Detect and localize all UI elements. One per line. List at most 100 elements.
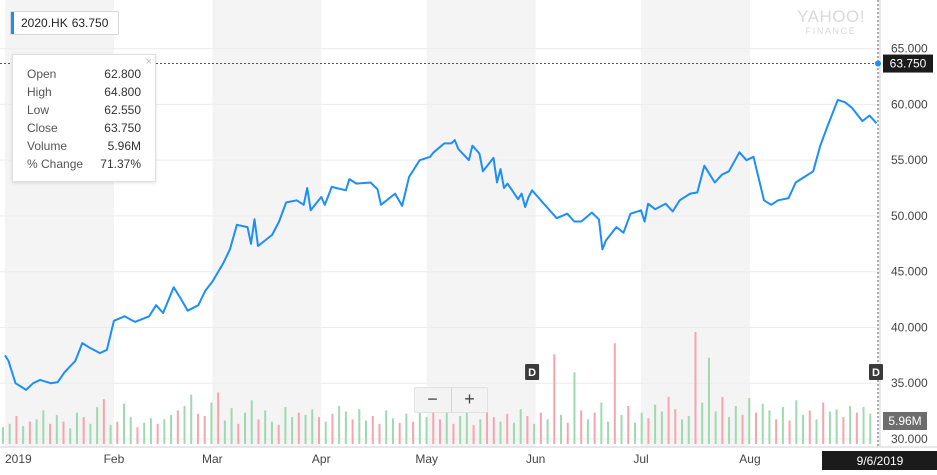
volume-bar	[641, 413, 643, 444]
zoom-control: − +	[414, 387, 488, 413]
volume-bar	[513, 423, 515, 444]
ohlc-value: 62.800	[104, 65, 141, 83]
volume-bar	[587, 419, 589, 444]
volume-bar	[116, 422, 118, 444]
volume-bar	[305, 415, 307, 444]
volume-bar	[674, 409, 676, 444]
volume-bar	[473, 425, 475, 444]
volume-bar	[668, 397, 670, 444]
x-tick-label: May	[415, 452, 438, 466]
volume-bar	[594, 413, 596, 444]
volume-bar	[284, 407, 286, 444]
volume-bar	[96, 407, 98, 444]
crosshair-date-label: 9/6/2019	[857, 454, 904, 468]
volume-bar	[271, 422, 273, 444]
volume-bar	[204, 416, 206, 444]
volume-bar	[735, 406, 737, 444]
y-tick-label: 45.000	[891, 265, 928, 279]
volume-bar	[89, 424, 91, 444]
volume-bar	[654, 405, 656, 444]
ticker-price: 63.750	[72, 16, 109, 30]
y-tick-label: 50.000	[891, 209, 928, 223]
ohlc-label: % Change	[27, 155, 83, 173]
volume-bar	[103, 399, 105, 444]
volume-bar	[291, 417, 293, 444]
x-tick-label: Mar	[202, 452, 223, 466]
volume-bar	[540, 413, 542, 444]
volume-bar	[647, 418, 649, 444]
volume-bar	[789, 420, 791, 444]
volume-bar	[318, 417, 320, 444]
ohlc-label: Open	[27, 65, 56, 83]
volume-bar	[237, 424, 239, 444]
volume-bar	[708, 358, 710, 444]
volume-bar	[459, 416, 461, 444]
volume-bar	[352, 419, 354, 444]
y-tick-label: 35.000	[891, 376, 928, 390]
zoom-out-button[interactable]: −	[415, 388, 450, 412]
volume-bar	[170, 415, 172, 444]
volume-bar	[392, 418, 394, 444]
zoom-in-button[interactable]: +	[451, 388, 487, 412]
brand-line1: YAHOO!	[786, 8, 876, 26]
volume-bar	[688, 416, 690, 444]
volume-bar	[466, 412, 468, 444]
y-tick-label: 30.000	[891, 432, 928, 446]
volume-bar	[775, 419, 777, 444]
crosshair-price-label: 63.750	[890, 57, 927, 71]
brand-line2: FINANCE	[786, 26, 876, 36]
volume-bar	[150, 418, 152, 444]
volume-bar	[163, 419, 165, 444]
close-icon[interactable]: ×	[146, 56, 152, 68]
x-tick-label: 2019	[5, 452, 32, 466]
volume-bar	[768, 410, 770, 444]
volume-bar	[278, 425, 280, 444]
volume-bar	[856, 413, 858, 444]
crosshair-dot	[875, 61, 881, 67]
volume-bar	[29, 422, 31, 444]
volume-bar	[479, 419, 481, 444]
volume-bar	[143, 423, 145, 444]
volume-bar	[197, 414, 199, 444]
volume-bar	[553, 354, 555, 444]
volume-bar	[452, 424, 454, 444]
volume-bar	[748, 398, 750, 444]
volume-bar	[432, 413, 434, 444]
volume-bar	[782, 407, 784, 444]
volume-bar	[836, 409, 838, 444]
volume-bar	[136, 427, 138, 444]
volume-bar	[123, 404, 125, 444]
volume-bar	[244, 413, 246, 444]
volume-bar	[110, 425, 112, 444]
volume-bar	[311, 409, 313, 444]
volume-bar	[358, 409, 360, 444]
volume-bar	[325, 422, 327, 444]
month-band	[212, 0, 321, 447]
x-tick-label: Jul	[633, 452, 648, 466]
volume-bar	[822, 403, 824, 444]
volume-bar	[547, 419, 549, 444]
volume-bar	[177, 410, 179, 444]
volume-bar	[56, 415, 58, 444]
volume-bar	[567, 423, 569, 444]
volume-bar	[607, 422, 609, 444]
volume-bar	[715, 412, 717, 444]
volume-bar	[378, 424, 380, 444]
volume-bar	[809, 410, 811, 444]
ohlc-row-volume: Volume 5.96M	[27, 137, 141, 155]
volume-bar	[755, 413, 757, 444]
volume-bar	[217, 392, 219, 444]
volume-bar	[506, 414, 508, 444]
volume-bar	[184, 406, 186, 444]
yahoo-finance-logo: YAHOO! FINANCE	[786, 8, 876, 36]
volume-bar	[701, 403, 703, 444]
volume-bar	[76, 413, 78, 444]
volume-bar	[399, 423, 401, 444]
ohlc-value: 63.750	[104, 119, 141, 137]
volume-bar	[829, 412, 831, 444]
volume-bar	[405, 414, 407, 444]
ohlc-row-high: High 64.800	[27, 83, 141, 101]
volume-bar	[251, 400, 253, 444]
x-tick-label: Apr	[312, 452, 331, 466]
